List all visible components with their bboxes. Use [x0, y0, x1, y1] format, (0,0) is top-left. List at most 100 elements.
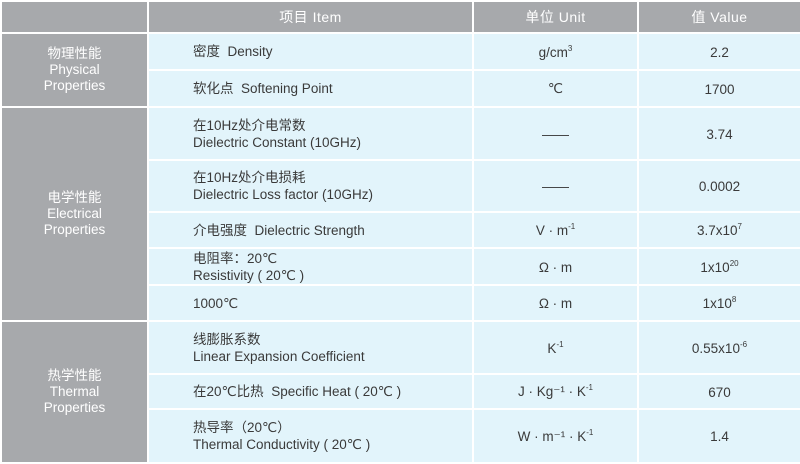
unit-sup: -1: [568, 222, 576, 231]
header-row: 项目 Item 单位 Unit 值 Value: [0, 0, 800, 34]
value-cell: 0.0002: [637, 159, 800, 213]
item-zh: 密度: [193, 44, 220, 59]
item-cell: 密度 Density: [147, 32, 474, 71]
unit-sup: 3: [567, 43, 573, 53]
value-cell: 1x1020: [637, 247, 800, 286]
value-cell: 0.55x10-6: [637, 320, 800, 375]
item-zh: 软化点: [193, 81, 234, 96]
item-en: Specific Heat ( 20℃ ): [271, 384, 402, 399]
table-row: 热导率（20℃） Thermal Conductivity ( 20℃ ) W · …: [1, 408, 800, 464]
item-cell: 电阻率：20℃ Resistivity ( 20℃ ): [147, 247, 474, 286]
unit-sup: -1: [586, 427, 594, 437]
unit-text: Ω · m: [538, 296, 573, 311]
header-unit: 单位 Unit: [472, 0, 639, 34]
value-text: 2.2: [710, 44, 729, 60]
unit-cell: J · Kg⁻¹ · K-1: [472, 373, 639, 410]
value-text: 670: [708, 384, 731, 400]
table-row: 物理性能 Physical Properties 密度 Density g/cm3 2.2: [0, 32, 800, 108]
category-en: Electrical: [47, 206, 102, 221]
item-cell: 在10Hz处介电损耗 Dielectric Loss factor (10GHz): [147, 159, 474, 213]
item-en: Softening Point: [241, 81, 333, 96]
header-category: [0, 0, 149, 34]
item-zh: 在20℃比热: [193, 384, 264, 399]
item-en: Resistivity ( 20℃ ): [193, 267, 305, 283]
category-zh: 电学性能: [47, 190, 102, 205]
item-en: Thermal Conductivity ( 20℃ ): [193, 437, 371, 452]
item-zh: 介电强度: [193, 222, 247, 238]
unit-text: V · m: [535, 223, 569, 238]
item-cell: 在20℃比热 Specific Heat ( 20℃ ): [147, 373, 474, 410]
unit-text: g/cm: [538, 44, 568, 60]
value-text: 1.4: [710, 429, 729, 444]
value-text: 1x10: [702, 296, 732, 311]
item-en: Dielectric Constant (10GHz): [193, 134, 362, 150]
unit-text: J · Kg⁻¹ · K: [517, 384, 586, 399]
value-cell: 3.74: [637, 106, 800, 161]
unit-cell: g/cm3: [472, 32, 639, 71]
item-zh: 热导率（20℃）: [193, 420, 291, 435]
category-zh: 热学性能: [47, 368, 102, 383]
category-en: Thermal: [49, 384, 100, 399]
header-item: 项目 Item: [147, 0, 474, 34]
value-cell: 3.7x107: [637, 211, 800, 249]
table-row: 1000℃ Ω · m 1x108: [1, 284, 800, 322]
unit-text: ——: [542, 179, 569, 194]
unit-text: ——: [542, 126, 569, 142]
table-row: 在10Hz处介电损耗 Dielectric Loss factor (10GHz)…: [1, 159, 800, 213]
category-zh: 物理性能: [47, 46, 102, 61]
category-en: Properties: [43, 222, 106, 237]
item-cell: 介电强度 Dielectric Strength: [147, 211, 474, 249]
unit-cell: ——: [472, 159, 639, 213]
value-sup: 20: [729, 258, 739, 268]
item-zh: 电阻率：20℃: [193, 250, 278, 266]
value-cell: 1.4: [637, 408, 800, 464]
unit-cell: Ω · m: [472, 247, 639, 286]
unit-text: Ω · m: [538, 259, 573, 275]
unit-sup: -1: [585, 383, 593, 392]
unit-cell: Ω · m: [472, 284, 639, 322]
value-sup: -6: [739, 339, 748, 349]
unit-text: W · m⁻¹ · K: [517, 428, 587, 444]
item-zh: 线膨胀系数: [193, 331, 261, 347]
category-en: Properties: [43, 78, 106, 93]
unit-text: ℃: [547, 81, 564, 96]
unit-cell: K-1: [472, 320, 639, 375]
item-zh: 在10Hz处介电常数: [193, 117, 306, 133]
item-cell: 1000℃: [147, 284, 474, 322]
value-text: 1700: [704, 81, 735, 97]
value-text: 1x10: [700, 259, 730, 275]
table-row: 软化点 Softening Point ℃ 1700: [1, 69, 800, 108]
item-cell: 线膨胀系数 Linear Expansion Coefficient: [147, 320, 474, 375]
unit-cell: ℃: [472, 69, 639, 108]
header-value: 值 Value: [637, 0, 800, 34]
item-cell: 热导率（20℃） Thermal Conductivity ( 20℃ ): [147, 408, 474, 464]
value-text: 0.55x10: [691, 340, 740, 356]
unit-text: K: [547, 340, 557, 356]
value-text: 3.74: [706, 126, 733, 142]
category-en: Properties: [43, 400, 106, 415]
value-cell: 2.2: [637, 32, 800, 71]
value-text: 3.7x10: [697, 223, 738, 238]
item-en: Dielectric Loss factor (10GHz): [193, 187, 374, 202]
unit-cell: ——: [472, 106, 639, 161]
category-cell: 物理性能 Physical Properties: [0, 32, 149, 108]
unit-sup: -1: [556, 339, 564, 349]
category-en: Physical: [49, 62, 100, 77]
category-cell: 电学性能 Electrical Properties: [0, 106, 149, 322]
value-cell: 1700: [637, 69, 800, 108]
value-sup: 8: [731, 295, 737, 304]
unit-cell: W · m⁻¹ · K-1: [472, 408, 639, 464]
category-cell: 热学性能 Thermal Properties: [0, 320, 149, 464]
item-en: Dielectric Strength: [254, 222, 365, 238]
table-row: 电学性能 Electrical Properties 在10Hz处介电常数 Dielec…: [0, 106, 800, 322]
item-cell: 软化点 Softening Point: [147, 69, 474, 108]
table-row: 介电强度 Dielectric Strength V · m-1 3.7x107: [1, 211, 800, 249]
value-cell: 1x108: [637, 284, 800, 322]
item-en: Density: [227, 44, 273, 59]
unit-cell: V · m-1: [472, 211, 639, 249]
item-en: Linear Expansion Coefficient: [193, 348, 365, 364]
item-cell: 在10Hz处介电常数 Dielectric Constant (10GHz): [147, 106, 474, 161]
table-row: 热学性能 Thermal Properties 线膨胀系数 Linear Expansi…: [0, 320, 800, 464]
table-row: 电阻率：20℃ Resistivity ( 20℃ ) Ω · m 1x1020: [1, 247, 800, 286]
